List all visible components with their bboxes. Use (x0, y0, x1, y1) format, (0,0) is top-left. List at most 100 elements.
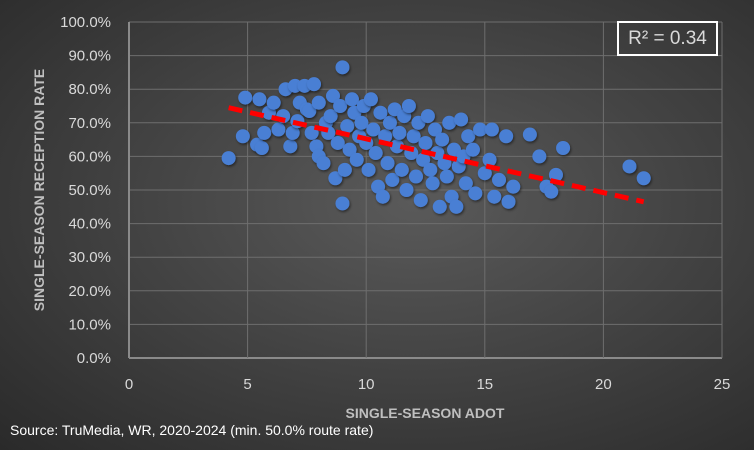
data-point (283, 139, 298, 154)
data-point (330, 135, 345, 150)
data-point (252, 92, 267, 107)
x-tick-label: 5 (243, 376, 251, 393)
data-point (380, 156, 395, 171)
data-point (399, 183, 414, 197)
data-point (221, 151, 236, 166)
x-tick-label: 15 (476, 376, 493, 393)
data-point (390, 139, 405, 154)
x-tick-label: 20 (595, 376, 612, 393)
data-point (378, 129, 393, 144)
data-point (368, 146, 383, 161)
data-point (257, 125, 272, 140)
data-point (544, 184, 559, 199)
data-point (302, 104, 317, 119)
y-tick-label: 30.0% (68, 249, 111, 266)
x-axis-title: SINGLE-SEASON ADOT (346, 405, 505, 421)
data-point (344, 92, 359, 107)
data-point (238, 90, 253, 105)
data-point (363, 92, 378, 107)
data-point (473, 122, 488, 137)
data-point (271, 122, 286, 137)
data-point (427, 122, 442, 137)
data-point (454, 112, 469, 127)
data-point (487, 189, 502, 204)
data-point (465, 142, 480, 157)
data-point (432, 199, 447, 214)
data-points (221, 60, 651, 214)
data-point (532, 149, 547, 164)
data-point (484, 122, 499, 137)
data-point (477, 166, 492, 181)
data-point (342, 142, 357, 157)
data-point (392, 125, 407, 140)
data-point (425, 176, 440, 191)
data-point (468, 186, 483, 201)
data-point (311, 95, 326, 110)
y-tick-label: 0.0% (77, 350, 111, 367)
data-point (499, 129, 514, 144)
y-tick-label: 70.0% (68, 115, 111, 132)
data-point (337, 162, 352, 177)
data-point (354, 115, 369, 130)
data-point (492, 172, 507, 187)
data-point (335, 196, 350, 211)
data-point (418, 135, 433, 150)
data-point (349, 152, 364, 167)
data-point (316, 156, 331, 171)
r-squared-annotation: R² = 0.34 (617, 21, 718, 56)
data-point (409, 169, 424, 184)
data-point (439, 169, 454, 184)
x-axis-ticks: 0 5 10 15 20 25 (125, 376, 731, 393)
y-axis-title: SINGLE-SEASON RECEPTION RATE (31, 69, 47, 311)
data-point (235, 129, 250, 144)
y-tick-label: 40.0% (68, 216, 111, 233)
x-tick-label: 0 (125, 376, 133, 393)
data-point (285, 125, 300, 140)
data-point (423, 162, 438, 177)
data-point (416, 152, 431, 167)
data-point (361, 162, 376, 177)
data-point (449, 199, 464, 214)
data-point (420, 109, 435, 124)
data-point (373, 105, 388, 120)
data-point (458, 176, 473, 191)
y-axis-ticks: 0.0% 10.0% 20.0% 30.0% 40.0% 50.0% 60.0% 70.0% 8… (60, 14, 111, 367)
source-note: Source: TruMedia, WR, 2020-2024 (min. 50… (10, 422, 374, 438)
y-tick-label: 90.0% (68, 48, 111, 65)
y-tick-label: 100.0% (60, 14, 111, 31)
data-point (325, 88, 340, 103)
data-point (254, 141, 269, 155)
data-point (328, 171, 343, 186)
gridlines (128, 21, 723, 359)
data-point (506, 179, 521, 194)
data-point (382, 115, 397, 130)
y-tick-label: 60.0% (68, 148, 111, 165)
data-point (307, 77, 322, 92)
data-point (556, 141, 571, 155)
y-tick-label: 80.0% (68, 81, 111, 98)
data-point (385, 172, 400, 187)
y-tick-label: 20.0% (68, 283, 111, 300)
data-point (406, 129, 421, 144)
data-point (335, 60, 350, 75)
x-tick-label: 10 (358, 376, 375, 393)
data-point (622, 159, 637, 174)
data-point (413, 193, 428, 208)
data-point (366, 122, 381, 137)
data-point (522, 127, 537, 142)
data-point (501, 194, 516, 209)
data-point (323, 109, 338, 124)
y-tick-label: 10.0% (68, 316, 111, 333)
data-point (375, 189, 390, 204)
data-point (435, 132, 450, 147)
data-point (442, 115, 457, 130)
data-point (548, 167, 563, 182)
data-point (340, 119, 355, 134)
data-point (333, 99, 348, 113)
data-point (394, 162, 409, 177)
data-point (636, 171, 651, 186)
trendline (228, 105, 645, 205)
x-tick-label: 25 (714, 376, 731, 393)
y-tick-label: 50.0% (68, 182, 111, 199)
